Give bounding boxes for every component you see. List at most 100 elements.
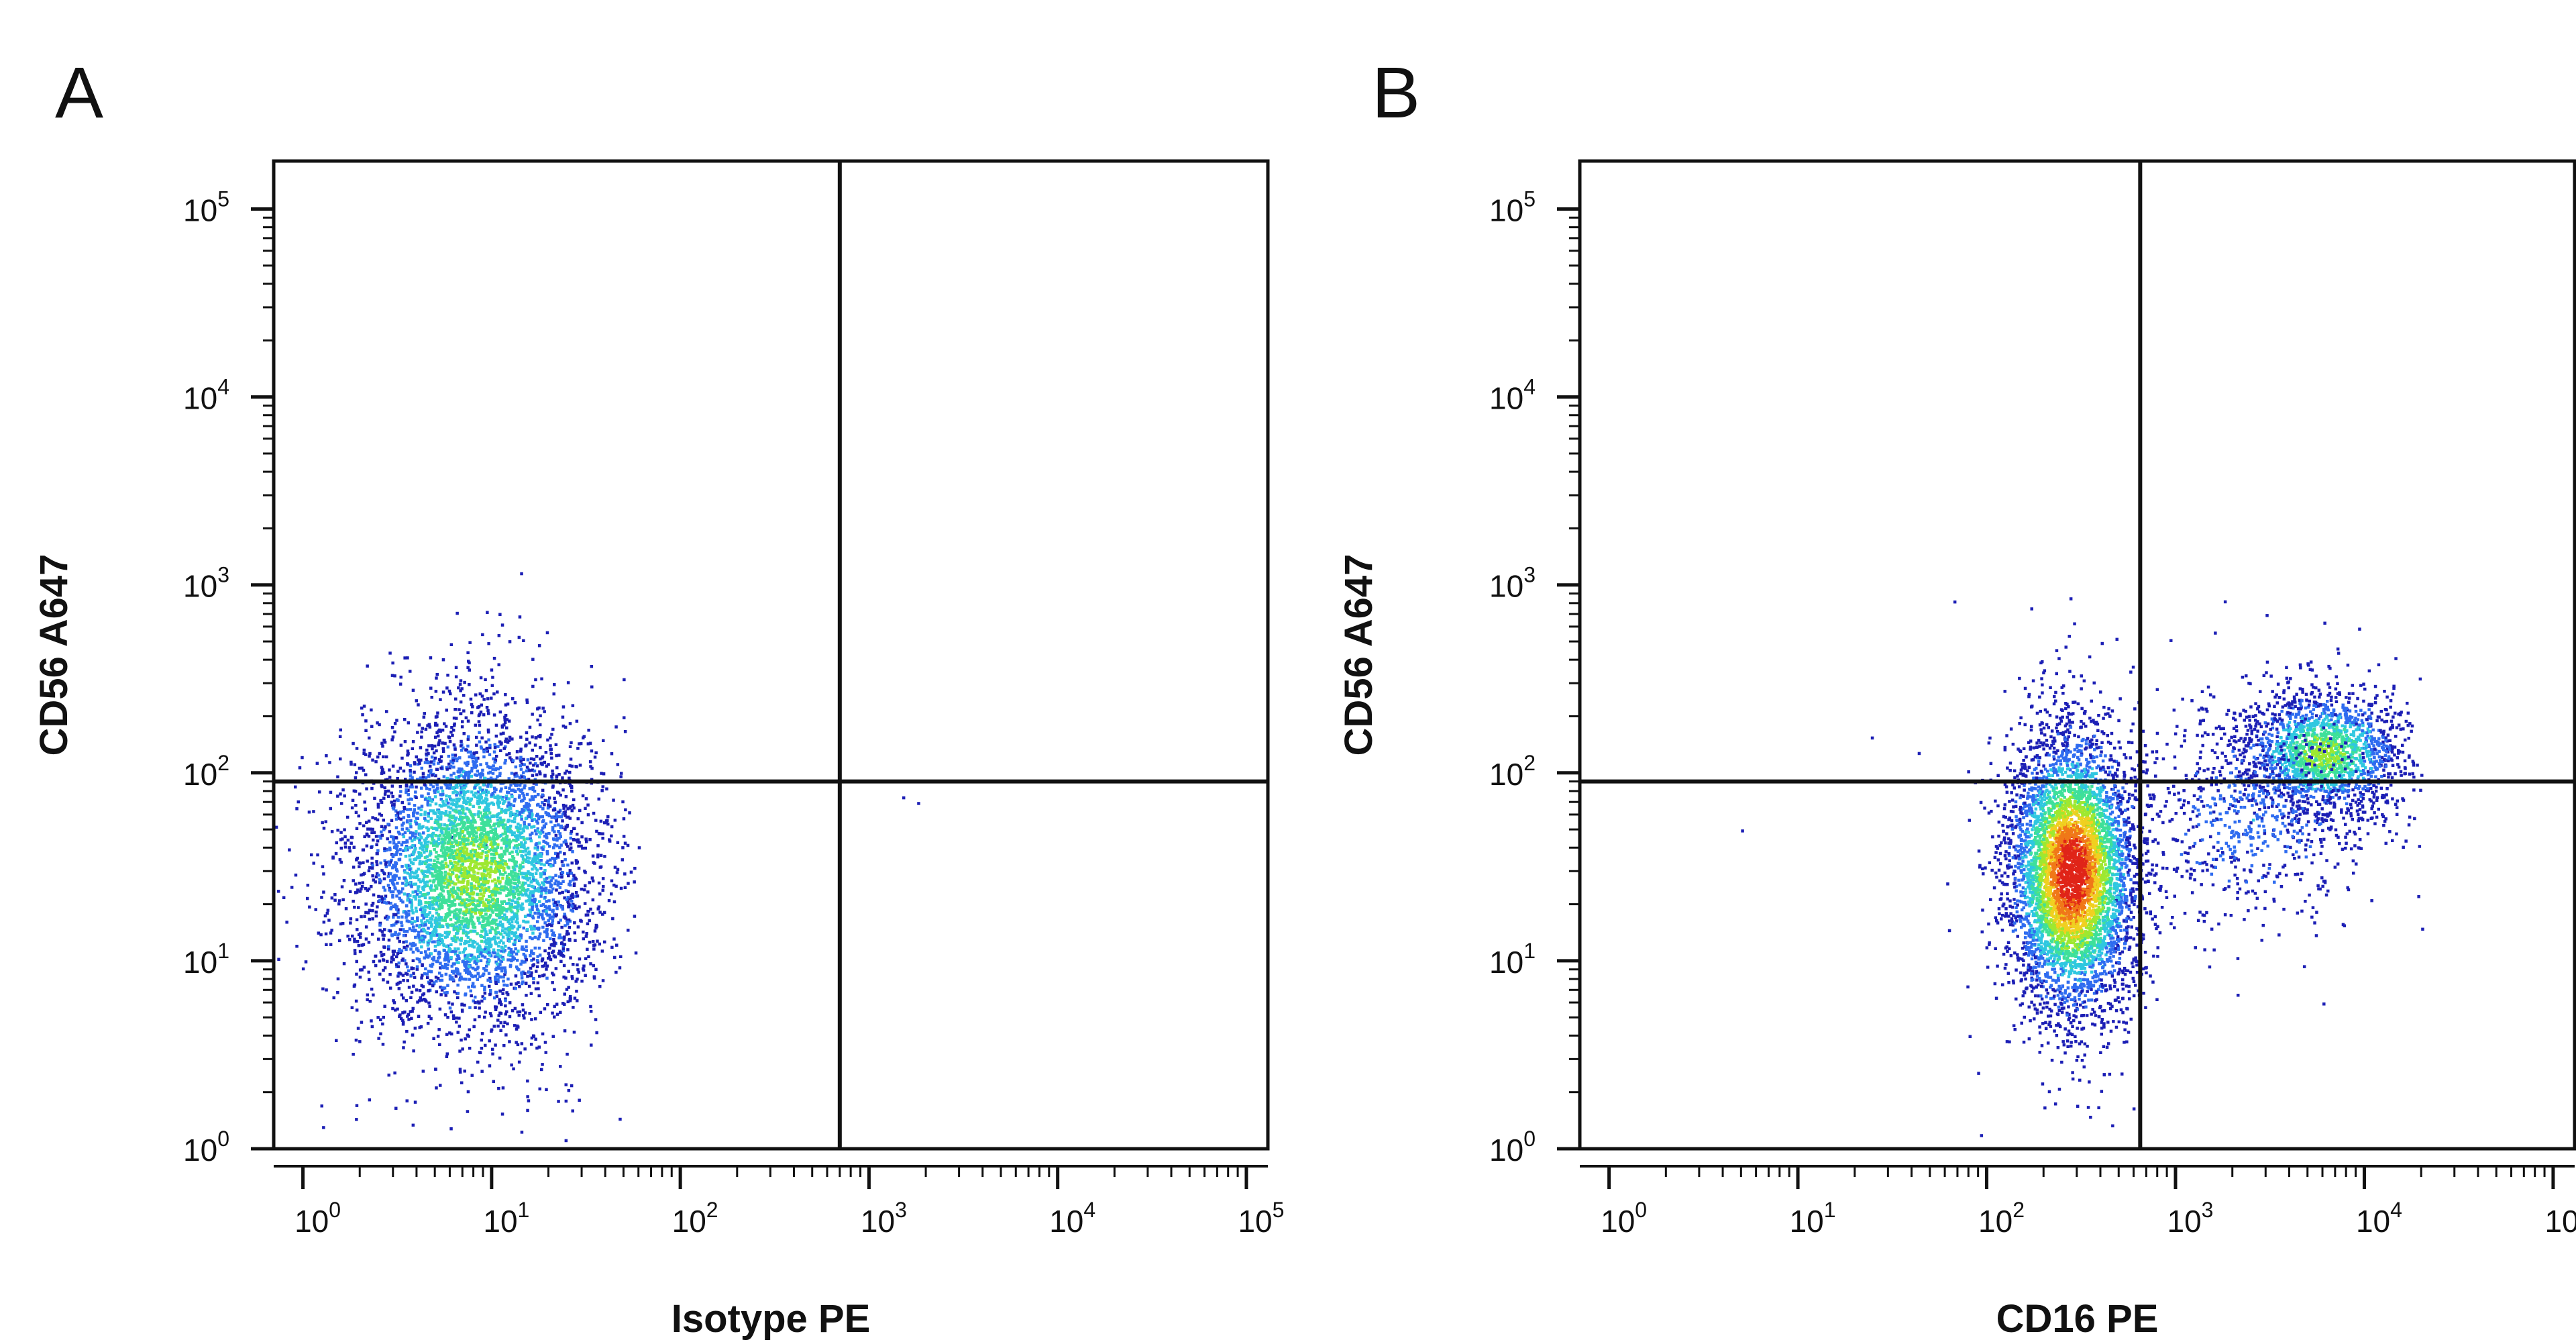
data-point bbox=[538, 815, 542, 819]
data-point bbox=[406, 749, 410, 753]
data-point bbox=[605, 787, 608, 790]
data-point bbox=[364, 887, 368, 890]
data-point bbox=[445, 923, 449, 926]
data-point bbox=[392, 904, 396, 908]
data-point bbox=[603, 855, 606, 858]
data-point bbox=[500, 911, 504, 915]
data-point bbox=[534, 866, 537, 870]
data-point bbox=[451, 923, 454, 927]
data-point bbox=[499, 789, 502, 793]
data-point bbox=[341, 922, 345, 925]
data-point bbox=[478, 843, 481, 847]
data-point bbox=[608, 839, 612, 843]
data-point bbox=[470, 854, 473, 858]
data-point bbox=[470, 868, 474, 872]
data-point bbox=[460, 788, 463, 792]
data-point bbox=[488, 873, 492, 876]
data-point bbox=[457, 770, 460, 774]
data-point bbox=[513, 939, 517, 942]
data-point bbox=[454, 776, 458, 779]
data-point bbox=[376, 805, 380, 809]
data-point bbox=[485, 898, 488, 902]
data-point bbox=[519, 864, 522, 867]
data-point bbox=[476, 904, 480, 908]
data-point bbox=[506, 992, 510, 996]
data-point bbox=[460, 886, 464, 889]
data-point bbox=[430, 917, 434, 921]
data-point bbox=[384, 862, 388, 866]
data-point bbox=[446, 958, 449, 962]
data-point bbox=[447, 840, 450, 844]
data-point bbox=[506, 841, 510, 844]
data-point bbox=[474, 968, 477, 972]
data-point bbox=[560, 905, 564, 909]
data-point bbox=[414, 895, 417, 898]
data-point bbox=[508, 640, 512, 643]
data-point bbox=[464, 930, 468, 934]
data-point bbox=[370, 786, 374, 790]
data-point bbox=[458, 924, 462, 927]
data-point bbox=[444, 725, 448, 728]
data-point bbox=[531, 796, 535, 800]
data-point bbox=[372, 878, 376, 882]
data-point bbox=[481, 948, 484, 952]
data-point bbox=[441, 919, 444, 922]
data-point bbox=[383, 859, 386, 862]
data-point bbox=[374, 880, 377, 884]
data-point bbox=[386, 789, 390, 793]
data-point bbox=[378, 898, 382, 902]
data-point bbox=[563, 852, 566, 856]
data-point bbox=[590, 749, 594, 753]
data-point bbox=[480, 939, 484, 943]
data-point bbox=[421, 974, 424, 977]
data-point bbox=[504, 794, 508, 798]
data-point bbox=[449, 643, 453, 646]
data-point bbox=[371, 917, 374, 921]
data-point bbox=[543, 710, 546, 713]
data-point bbox=[598, 866, 602, 869]
data-point bbox=[366, 827, 370, 831]
data-point bbox=[561, 812, 565, 816]
data-point bbox=[312, 810, 315, 813]
data-point bbox=[447, 949, 451, 953]
data-point bbox=[505, 984, 509, 987]
data-point bbox=[453, 849, 457, 853]
data-point bbox=[421, 848, 425, 851]
data-point bbox=[413, 804, 417, 807]
data-point bbox=[394, 931, 397, 934]
data-point bbox=[419, 835, 423, 839]
data-point bbox=[506, 958, 510, 962]
data-point bbox=[428, 788, 431, 791]
data-point bbox=[486, 807, 490, 811]
data-point bbox=[535, 889, 538, 892]
data-point bbox=[429, 803, 432, 807]
data-point bbox=[439, 698, 442, 701]
data-point bbox=[496, 803, 500, 807]
data-point bbox=[431, 962, 435, 966]
data-point bbox=[517, 635, 521, 639]
data-point bbox=[484, 874, 488, 877]
data-point bbox=[566, 863, 570, 867]
data-point bbox=[447, 893, 451, 897]
data-point bbox=[543, 825, 546, 829]
data-point bbox=[493, 790, 496, 794]
data-point bbox=[458, 869, 461, 873]
data-point bbox=[356, 939, 360, 943]
data-point bbox=[453, 935, 456, 939]
data-point bbox=[496, 949, 500, 952]
data-point bbox=[361, 881, 364, 884]
data-point bbox=[440, 878, 443, 881]
data-point bbox=[456, 914, 460, 917]
data-point bbox=[307, 811, 311, 814]
data-point bbox=[458, 784, 462, 787]
data-point bbox=[398, 766, 402, 770]
data-point bbox=[560, 870, 564, 874]
data-point bbox=[478, 911, 481, 914]
data-point bbox=[414, 847, 417, 850]
data-point bbox=[410, 898, 413, 902]
data-point bbox=[579, 919, 582, 922]
data-point bbox=[428, 911, 431, 915]
data-point bbox=[564, 810, 567, 813]
data-point bbox=[616, 763, 620, 766]
data-point bbox=[446, 847, 449, 851]
